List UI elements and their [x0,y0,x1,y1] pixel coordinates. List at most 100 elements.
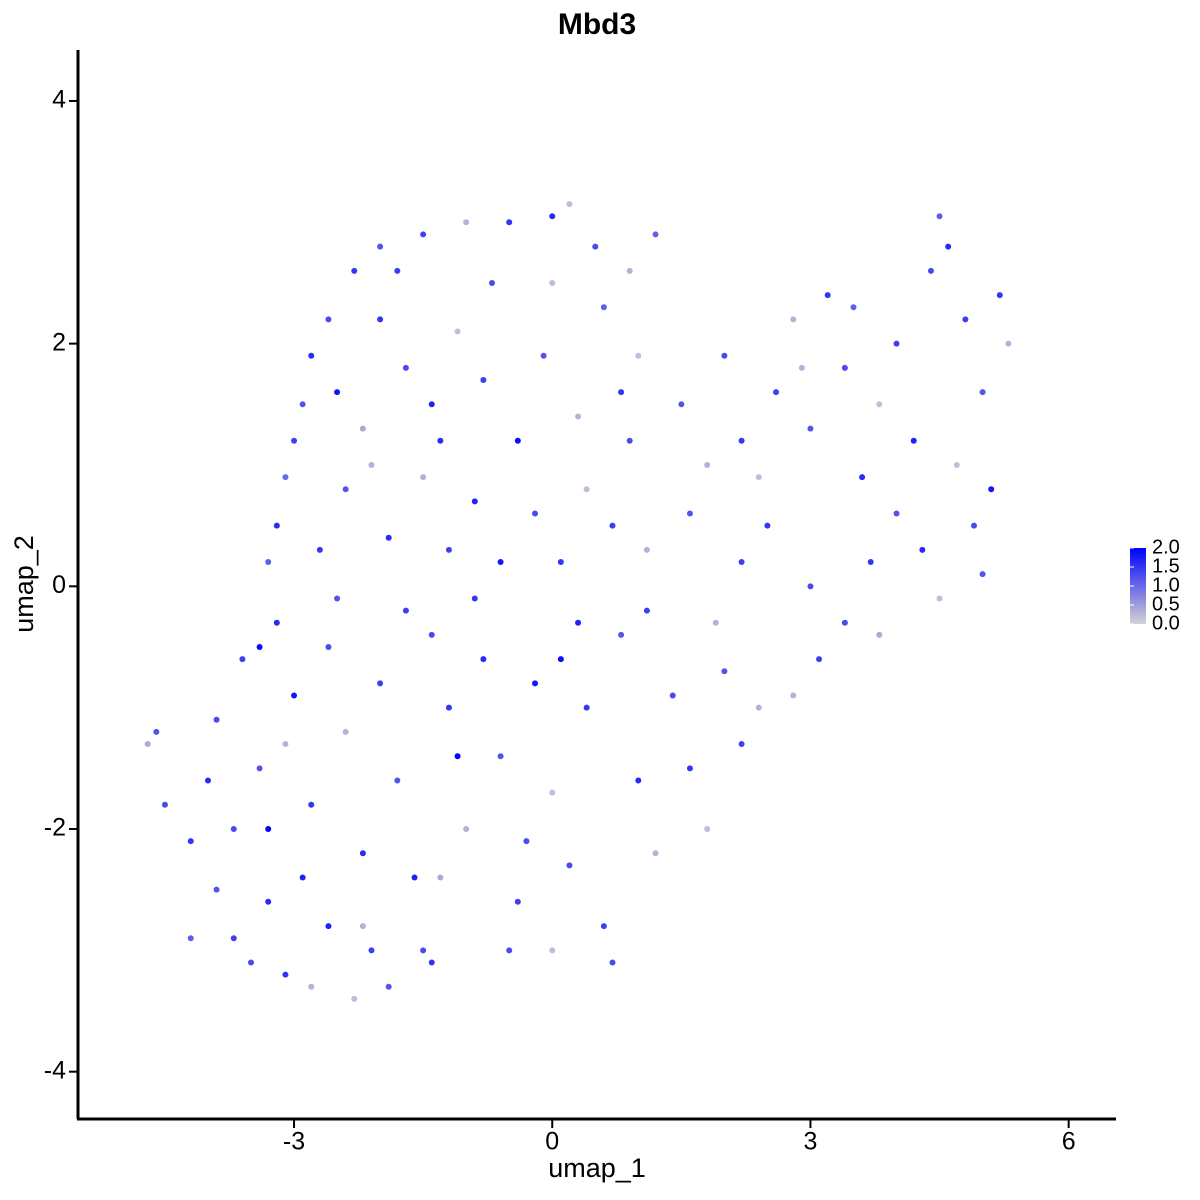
point [471,595,478,602]
point [609,959,616,966]
point [359,425,366,432]
point [540,352,547,359]
point [816,656,823,663]
point [859,474,866,481]
point [643,607,650,614]
point [308,983,315,990]
point [738,437,745,444]
point [893,340,900,347]
point [299,874,306,881]
point [428,631,435,638]
point [299,401,306,408]
chart-title: Mbd3 [558,8,636,41]
point [463,825,470,832]
point [532,680,539,687]
point [394,777,401,784]
point [704,825,711,832]
point [841,619,848,626]
point [265,898,272,905]
point [876,401,883,408]
point [953,461,960,468]
point [497,559,504,566]
point [600,304,607,311]
point [351,267,358,274]
point [575,619,582,626]
point [876,631,883,638]
point [618,389,625,396]
point [755,474,762,481]
point [996,292,1003,299]
point [549,789,556,796]
point [291,692,298,699]
point [738,559,745,566]
point [153,728,160,735]
colorbar-tick-label: 1.0 [1152,574,1180,596]
point [334,389,341,396]
point [600,923,607,930]
point [351,995,358,1002]
point [532,510,539,517]
point [342,486,349,493]
point [273,619,280,626]
x-tick-label: -3 [283,1128,305,1156]
point [549,279,556,286]
point [402,607,409,614]
point [437,874,444,881]
point [549,947,556,954]
point [204,777,211,784]
point [325,643,332,650]
point [239,656,246,663]
colorbar-tick-label: 0.0 [1152,612,1180,634]
points [144,201,1012,1002]
point [488,279,495,286]
point [411,874,418,881]
point [454,328,461,335]
point [686,765,693,772]
point [566,201,573,208]
point [755,704,762,711]
point [359,850,366,857]
point [161,801,168,808]
point [979,571,986,578]
point [936,595,943,602]
point [377,680,384,687]
point [936,213,943,220]
point [359,923,366,930]
point [325,316,332,323]
point [592,243,599,250]
point [686,510,693,517]
point [213,886,220,893]
point [824,292,831,299]
point [377,316,384,323]
point [575,413,582,420]
point [514,898,521,905]
point [557,656,564,663]
x-tick-label: 6 [1062,1128,1076,1156]
point [428,401,435,408]
point [721,352,728,359]
point [1005,340,1012,347]
colorbar-tick-label: 2.0 [1152,536,1180,558]
point [368,461,375,468]
point [230,935,237,942]
point [506,947,513,954]
point [437,437,444,444]
point [445,704,452,711]
point [583,704,590,711]
x-tick-label: 0 [545,1128,559,1156]
point [773,389,780,396]
point [394,267,401,274]
point [988,486,995,493]
point [549,213,556,220]
point [282,971,289,978]
point [807,583,814,590]
point [308,352,315,359]
point [420,947,427,954]
point [265,559,272,566]
point [454,753,461,760]
point [583,486,590,493]
point [256,643,263,650]
point [557,559,564,566]
point [712,619,719,626]
